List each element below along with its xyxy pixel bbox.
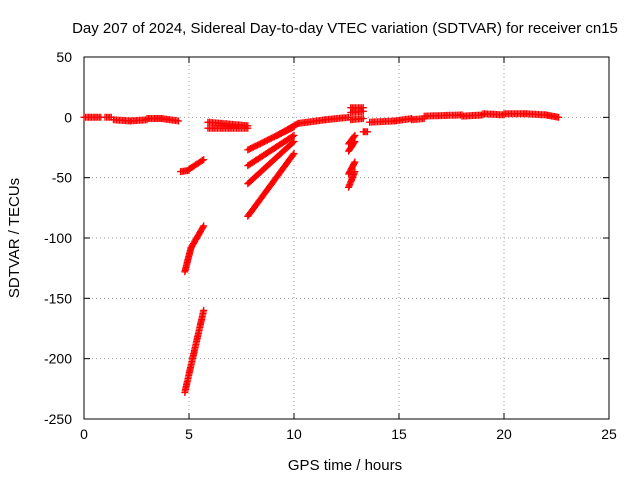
data-segment: [500, 110, 529, 118]
data-segment: [101, 113, 115, 121]
data-segment: [181, 244, 195, 276]
x-axis-label: GPS time / hours: [288, 457, 402, 474]
data-segment: [185, 156, 208, 173]
data-segment: [345, 131, 359, 148]
y-axis-label: SDTVAR / TECUs: [6, 178, 23, 298]
data-segment: [181, 306, 208, 396]
data-segment: [273, 119, 302, 139]
data-segment: [204, 124, 252, 132]
data-point: [289, 139, 297, 146]
data-point: [199, 223, 207, 231]
x-tick-label: 10: [286, 426, 302, 442]
y-tick-label: -200: [44, 351, 72, 367]
x-tick-label: 15: [391, 426, 407, 442]
data-segment: [244, 131, 298, 170]
axis-ticks: 0 5 10 15 20 25 50 0 -50 -100 -150 -200 -250: [44, 49, 617, 442]
data-segment: [322, 113, 353, 124]
data-point: [200, 222, 208, 230]
data-point: [289, 151, 297, 159]
data-segment: [420, 111, 466, 120]
x-tick-label: 5: [185, 426, 193, 442]
data-point: [198, 156, 206, 164]
data-point: [289, 132, 297, 140]
y-tick-label: -150: [44, 290, 72, 306]
data-point: [290, 131, 298, 139]
data-point: [359, 115, 367, 122]
data-point: [290, 150, 298, 157]
y-tick-label: -50: [52, 170, 72, 186]
x-tick-label: 25: [601, 426, 617, 442]
data-segment: [479, 110, 508, 119]
data-point: [350, 159, 358, 167]
data-point: [200, 156, 208, 164]
data-points: [80, 104, 563, 396]
data-point: [364, 128, 371, 136]
data-point: [350, 133, 358, 141]
data-segment: [408, 115, 428, 124]
data-point: [351, 158, 359, 166]
data-segment: [187, 222, 208, 252]
y-tick-label: -250: [44, 411, 72, 427]
data-point: [290, 138, 298, 145]
data-segment: [345, 158, 359, 178]
y-tick-label: 0: [64, 109, 72, 125]
data-point: [244, 124, 252, 132]
grid-lines: [84, 57, 609, 419]
data-segment: [347, 104, 367, 112]
data-point: [359, 104, 367, 112]
data-segment: [359, 128, 371, 136]
y-tick-label: -100: [44, 230, 72, 246]
data-segment: [158, 115, 182, 125]
data-point: [200, 306, 208, 314]
data-segment: [294, 116, 329, 127]
y-tick-label: 50: [56, 49, 72, 65]
data-segment: [347, 115, 367, 124]
data-point: [351, 131, 359, 139]
data-segment: [244, 138, 298, 188]
x-tick-label: 0: [80, 426, 88, 442]
data-point: [175, 117, 182, 125]
data-segment: [80, 113, 105, 121]
data-point: [555, 113, 563, 121]
chart-title: Day 207 of 2024, Sidereal Day-to-day VTE…: [72, 20, 618, 37]
data-segment: [542, 111, 563, 121]
x-tick-label: 20: [496, 426, 512, 442]
plot-frame: [83, 56, 610, 420]
data-segment: [458, 111, 487, 120]
data-segment: [391, 115, 416, 125]
data-segment: [244, 150, 298, 220]
data-segment: [345, 168, 359, 191]
